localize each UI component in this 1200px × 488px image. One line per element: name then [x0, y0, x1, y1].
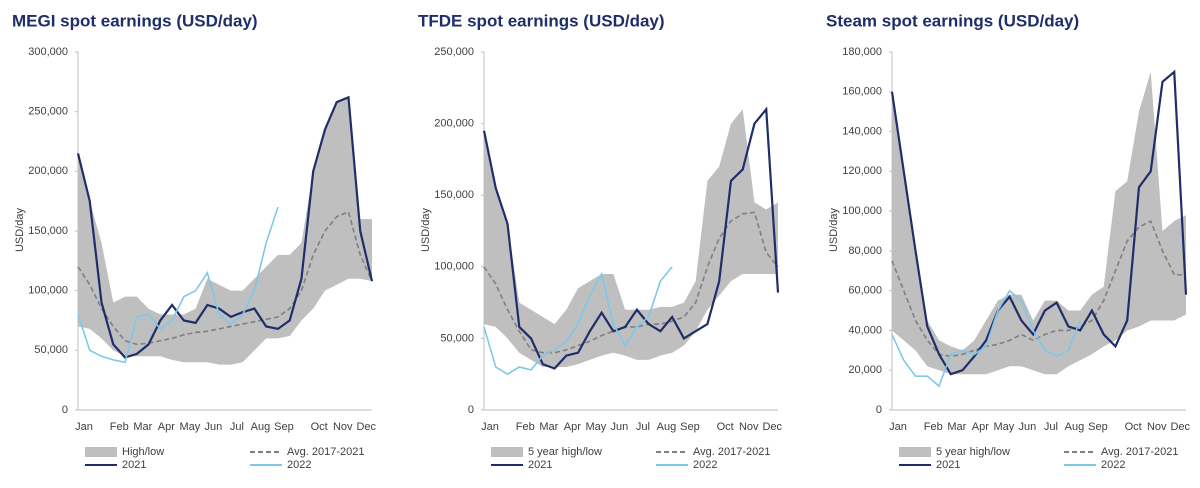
series-line: [77, 206, 279, 364]
y-tick-label: 300,000: [28, 46, 68, 58]
y-tick-label: 140,000: [842, 125, 882, 137]
legend-label: Avg. 2017-2021: [1101, 446, 1178, 458]
y-tick-label: 100,000: [434, 261, 474, 273]
y-tick-label: 80,000: [848, 245, 882, 257]
x-tick-label: Jun: [610, 421, 628, 433]
legend-label: 5 year high/low: [936, 446, 1010, 458]
y-tick-label: 50,000: [34, 344, 68, 356]
x-tick-label: May: [993, 421, 1014, 433]
y-tick-label: 200,000: [434, 118, 474, 130]
y-tick-label: 150,000: [434, 189, 474, 201]
series-line: [891, 289, 1081, 388]
range-band: [484, 109, 778, 368]
y-tick-label: 180,000: [842, 46, 882, 58]
x-tick-label: Apr: [564, 421, 581, 433]
series-line: [890, 69, 1188, 376]
y-tick-label: 0: [876, 404, 882, 416]
y-tick-label: 150,000: [28, 225, 68, 237]
chart-title: MEGI spot earnings (USD/day): [12, 11, 258, 30]
legend-swatch: [85, 447, 117, 457]
x-tick-label: Jun: [204, 421, 222, 433]
x-tick-label: Dec: [762, 421, 782, 433]
y-tick-label: 250,000: [28, 106, 68, 118]
y-tick-label: 100,000: [28, 285, 68, 297]
x-tick-label: Feb: [516, 421, 535, 433]
x-tick-label: May: [179, 421, 200, 433]
series-line: [483, 211, 779, 354]
chart-title: Steam spot earnings (USD/day): [826, 11, 1079, 30]
x-tick-label: Nov: [1147, 421, 1167, 433]
range-band: [78, 97, 372, 365]
y-tick-label: 200,000: [28, 165, 68, 177]
y-axis-label: USD/day: [14, 207, 26, 252]
series-line: [483, 266, 673, 376]
x-tick-label: Jul: [1044, 421, 1058, 433]
x-tick-label: Dec: [356, 421, 376, 433]
y-tick-label: 250,000: [434, 46, 474, 58]
y-tick-label: 20,000: [848, 364, 882, 376]
legend-label: Avg. 2017-2021: [693, 446, 770, 458]
x-tick-label: May: [585, 421, 606, 433]
x-tick-label: Apr: [972, 421, 989, 433]
x-tick-label: Mar: [133, 421, 152, 433]
x-tick-label: Mar: [947, 421, 966, 433]
y-tick-label: 0: [62, 404, 68, 416]
chart: TFDE spot earnings (USD/day) USD/day 0 50,0…: [418, 11, 783, 470]
legend-label: 2021: [528, 459, 552, 471]
chart: MEGI spot earnings (USD/day) USD/day 0 50,0…: [12, 11, 377, 470]
y-tick-label: 120,000: [842, 165, 882, 177]
x-tick-label: Jul: [230, 421, 244, 433]
x-tick-label: Dec: [1170, 421, 1190, 433]
series-line: [482, 106, 780, 370]
x-tick-label: Oct: [717, 421, 734, 433]
legend-label: 2022: [287, 459, 311, 471]
y-tick-label: 50,000: [440, 332, 474, 344]
x-tick-label: Aug: [657, 421, 677, 433]
legend-swatch: [899, 447, 931, 457]
series-line: [891, 219, 1186, 358]
y-tick-label: 100,000: [842, 205, 882, 217]
y-axis-label: USD/day: [420, 207, 432, 252]
legend-label: 2022: [693, 459, 717, 471]
x-tick-label: Sep: [1088, 421, 1108, 433]
x-tick-label: Nov: [739, 421, 759, 433]
x-tick-label: Jan: [889, 421, 907, 433]
x-tick-label: Oct: [311, 421, 328, 433]
x-tick-label: Jul: [636, 421, 650, 433]
x-tick-label: Sep: [274, 421, 294, 433]
x-tick-label: Aug: [251, 421, 271, 433]
y-axis-label: USD/day: [828, 207, 840, 252]
y-tick-label: 40,000: [848, 324, 882, 336]
legend-swatch: [491, 447, 523, 457]
legend-label: Avg. 2017-2021: [287, 446, 364, 458]
y-tick-label: 0: [468, 404, 474, 416]
x-tick-label: Jun: [1018, 421, 1036, 433]
legend-label: 2022: [1101, 459, 1125, 471]
x-tick-label: Feb: [110, 421, 129, 433]
legend-label: 5 year high/low: [528, 446, 602, 458]
y-tick-label: 60,000: [848, 285, 882, 297]
x-tick-label: Aug: [1065, 421, 1085, 433]
chart: Steam spot earnings (USD/day) USD/day 0 20,…: [826, 11, 1191, 470]
x-tick-label: Sep: [680, 421, 700, 433]
x-tick-label: Jan: [481, 421, 499, 433]
x-tick-label: Oct: [1125, 421, 1142, 433]
legend-label: 2021: [936, 459, 960, 471]
range-band: [892, 71, 1186, 375]
series-line: [77, 210, 373, 346]
x-tick-label: Apr: [158, 421, 175, 433]
legend-label: High/low: [122, 446, 164, 458]
x-tick-label: Mar: [539, 421, 558, 433]
legend-label: 2021: [122, 459, 146, 471]
chart-title: TFDE spot earnings (USD/day): [418, 11, 665, 30]
x-tick-label: Jan: [75, 421, 93, 433]
x-tick-label: Nov: [333, 421, 353, 433]
y-tick-label: 160,000: [842, 86, 882, 98]
x-tick-label: Feb: [924, 421, 943, 433]
